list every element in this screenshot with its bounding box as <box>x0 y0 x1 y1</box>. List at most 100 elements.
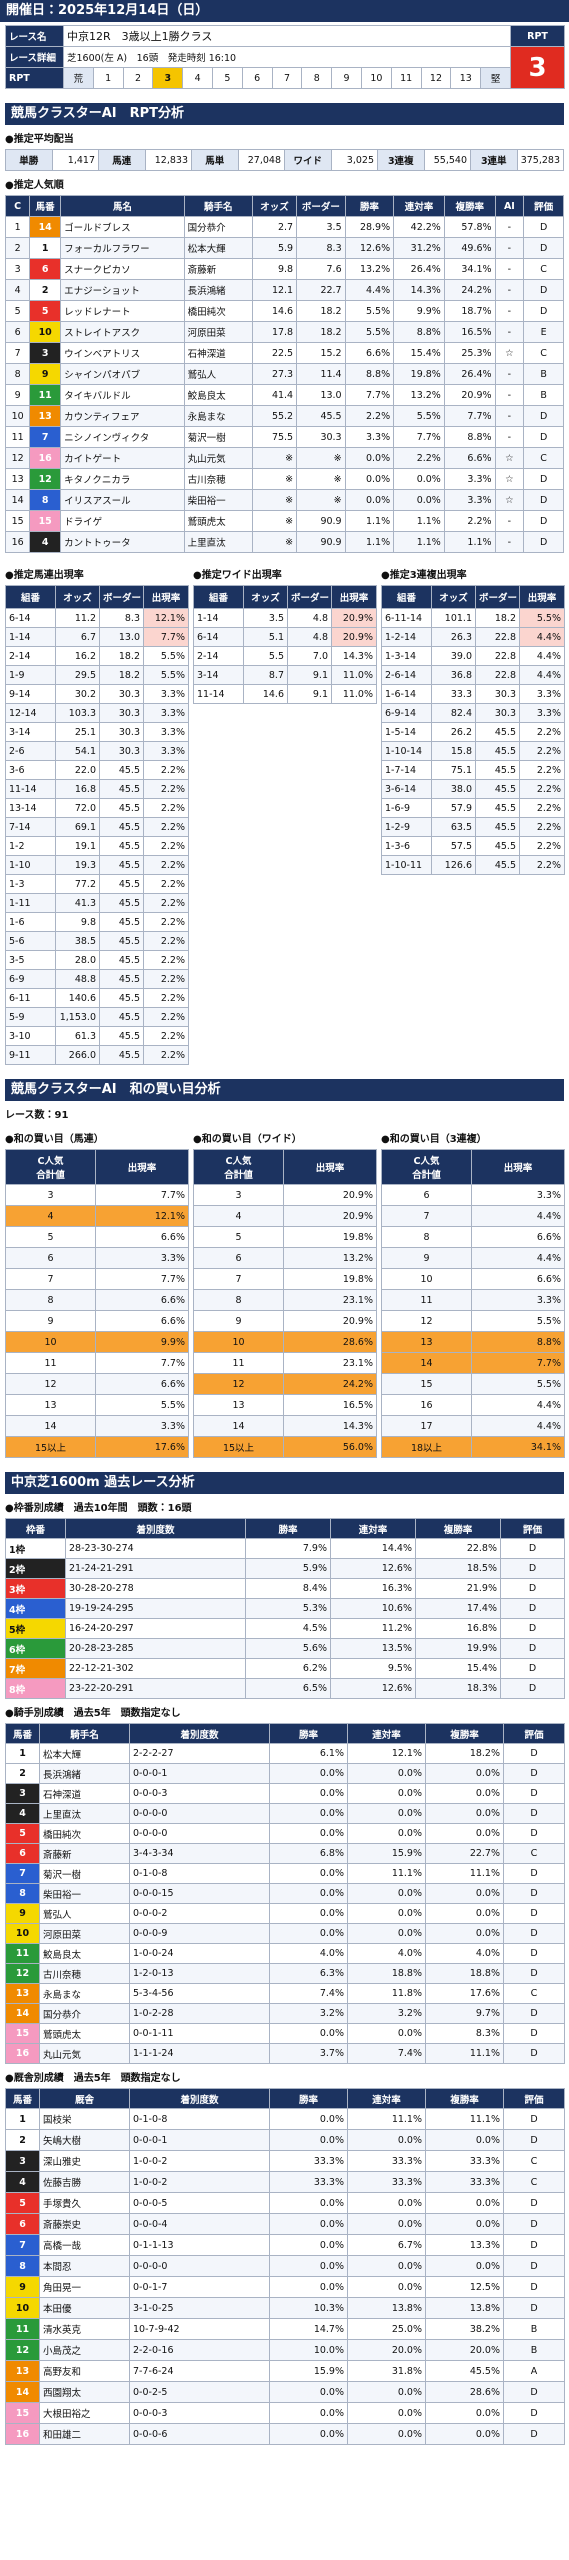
table-cell: 30.3 <box>99 703 144 723</box>
rpt-scale-cell: 3 <box>152 67 184 89</box>
table-cell: 3.3% <box>344 426 395 448</box>
table-cell: C <box>523 447 564 469</box>
table-cell: 45.5 <box>99 836 144 856</box>
column-header: C人気 合計値 <box>193 1149 284 1185</box>
race-row: レース詳細 芝1600(左 A) 16頭 発走時刻 16:10 3 <box>5 46 566 89</box>
table-cell: 15.9% <box>347 1843 426 1864</box>
table-cell: ※ <box>296 489 346 511</box>
table-cell: 上里直汰 <box>183 531 253 553</box>
table-row: 12 古川奈穂 1-2-0-13 6.3% 18.8% 18.8% D <box>5 1963 565 1984</box>
table-row: 11 23.1% <box>193 1352 377 1374</box>
table-cell: 10.3% <box>269 2297 348 2319</box>
table-cell: 5-6 <box>5 931 56 951</box>
payout-label: ワイド <box>284 149 332 171</box>
data-table: 組番 オッズ ボーダー 出現率 6-11-14 101.1 18.2 5.5% 1-2-14 26… <box>381 585 565 875</box>
table-cell: 1-0-0-24 <box>129 1943 270 1964</box>
payout-value: 55,540 <box>423 149 471 171</box>
table-cell: 7 <box>5 2234 40 2256</box>
table-cell: 17.6% <box>95 1436 189 1458</box>
table-cell: 13.8% <box>425 2297 504 2319</box>
table-cell: 2-2-0-16 <box>129 2339 270 2361</box>
column-header: オッズ <box>243 585 288 609</box>
table-cell: 2.7 <box>251 216 298 238</box>
table-cell: 0.0% <box>269 1823 348 1844</box>
race-detail: 芝1600(左 A) 16頭 発走時刻 16:10 <box>62 46 512 68</box>
table-cell: 14.4% <box>330 1538 416 1559</box>
table-cell: キタノクニカラ <box>60 468 185 490</box>
table-cell: 6.2% <box>245 1658 331 1679</box>
table-cell: 22-12-21-302 <box>65 1658 246 1679</box>
table-cell: 4.4% <box>471 1247 565 1269</box>
table-cell: 0-0-0-1 <box>129 2129 270 2151</box>
column-header: AI <box>494 195 525 217</box>
table-row: 4 佐藤吉勝 1-0-0-2 33.3% 33.3% 33.3% C <box>5 2171 565 2193</box>
column-header: 枠番 <box>5 1518 66 1539</box>
table-cell: 0.0% <box>425 2129 504 2151</box>
table-cell: 1 <box>4 216 31 238</box>
table-cell: 0.0% <box>269 2402 348 2424</box>
table-cell: C <box>523 258 564 280</box>
table-cell: 2.2% <box>519 741 565 761</box>
table-cell: 5 <box>5 1226 96 1248</box>
table-cell: 1,153.0 <box>55 1007 100 1027</box>
table-cell: 36.8 <box>431 665 476 685</box>
table-cell: 30.3 <box>475 684 520 704</box>
table-cell: 5-3-4-56 <box>129 1983 270 2004</box>
data-table: C人気 合計値 出現率 3 20.9% 4 20.9% 5 19.8% 6 13.2% 7 19.8% 8… <box>193 1149 377 1458</box>
table-cell: 0.0% <box>269 1883 348 1904</box>
table-cell: 13 <box>193 1394 284 1416</box>
table-cell: D <box>523 426 564 448</box>
rpt-scale-cell: 10 <box>360 67 392 89</box>
table-cell: 0.0% <box>269 1803 348 1824</box>
table-cell: 9.1 <box>287 665 332 685</box>
table-cell: 0.0% <box>347 2213 426 2235</box>
table-cell: 8 <box>5 2255 40 2277</box>
table-cell: 6.6% <box>344 342 395 364</box>
table-cell: 0-0-0-6 <box>129 2423 270 2445</box>
table-cell: 0.0% <box>425 1903 504 1924</box>
table-cell: D <box>523 510 564 532</box>
table-cell: 90.9 <box>296 531 346 553</box>
table-cell: 4 <box>193 1205 284 1227</box>
table-cell: 9.8 <box>55 912 100 932</box>
table-cell: 0.0% <box>347 2423 426 2445</box>
table-cell: 長浜鴻緒 <box>39 1763 130 1784</box>
table-cell: 23.1% <box>283 1352 377 1374</box>
table-cell: D <box>503 1863 565 1884</box>
table-cell: 7-7-6-24 <box>129 2360 270 2382</box>
table-cell: 11 <box>5 1943 40 1964</box>
table-row: 13 8.8% <box>381 1331 565 1353</box>
rpt-scale-cell: 7 <box>271 67 303 89</box>
table-cell: ※ <box>251 489 298 511</box>
table-row: 12-14 103.3 30.3 3.3% <box>5 703 189 723</box>
table-cell: 16.8% <box>415 1618 501 1639</box>
table-cell: 8.8% <box>344 363 395 385</box>
table-cell: 45.5 <box>99 969 144 989</box>
table-row: 5-6 38.5 45.5 2.2% <box>5 931 189 951</box>
rpt-scale-cell: 2 <box>122 67 154 89</box>
table-cell: 2.2% <box>143 836 189 856</box>
table-cell: 0-0-1-7 <box>129 2276 270 2298</box>
table-cell: 57.5 <box>431 836 476 856</box>
table-row: 7 3 ウインベアトリス 石神深道 22.5 15.2 6.6% 15.4% 25.3% ☆ C <box>4 342 564 364</box>
table-row: 14 西園翔太 0-0-2-5 0.0% 0.0% 28.6% D <box>5 2381 565 2403</box>
table-cell: 8.3 <box>296 237 346 259</box>
table-cell: 5.5% <box>344 321 395 343</box>
table-cell: 3 <box>5 1783 40 1804</box>
table-cell: 12.1 <box>251 279 298 301</box>
table-cell: 3.3% <box>519 684 565 704</box>
table-cell: 5 <box>4 300 31 322</box>
table-cell: 0.0% <box>347 1923 426 1944</box>
table-cell: 61.3 <box>55 1026 100 1046</box>
table-cell: 2-14 <box>5 646 56 666</box>
table-cell: 5.5% <box>344 300 395 322</box>
table-cell: 5 <box>5 2192 40 2214</box>
table-cell: 5.6% <box>245 1638 331 1659</box>
table-cell: D <box>500 1558 565 1579</box>
column-header: 連対率 <box>347 1723 426 1744</box>
table-cell: 0.0% <box>347 2129 426 2151</box>
table-cell: 柴田裕一 <box>39 1883 130 1904</box>
table-cell: 1-0-0-2 <box>129 2150 270 2172</box>
